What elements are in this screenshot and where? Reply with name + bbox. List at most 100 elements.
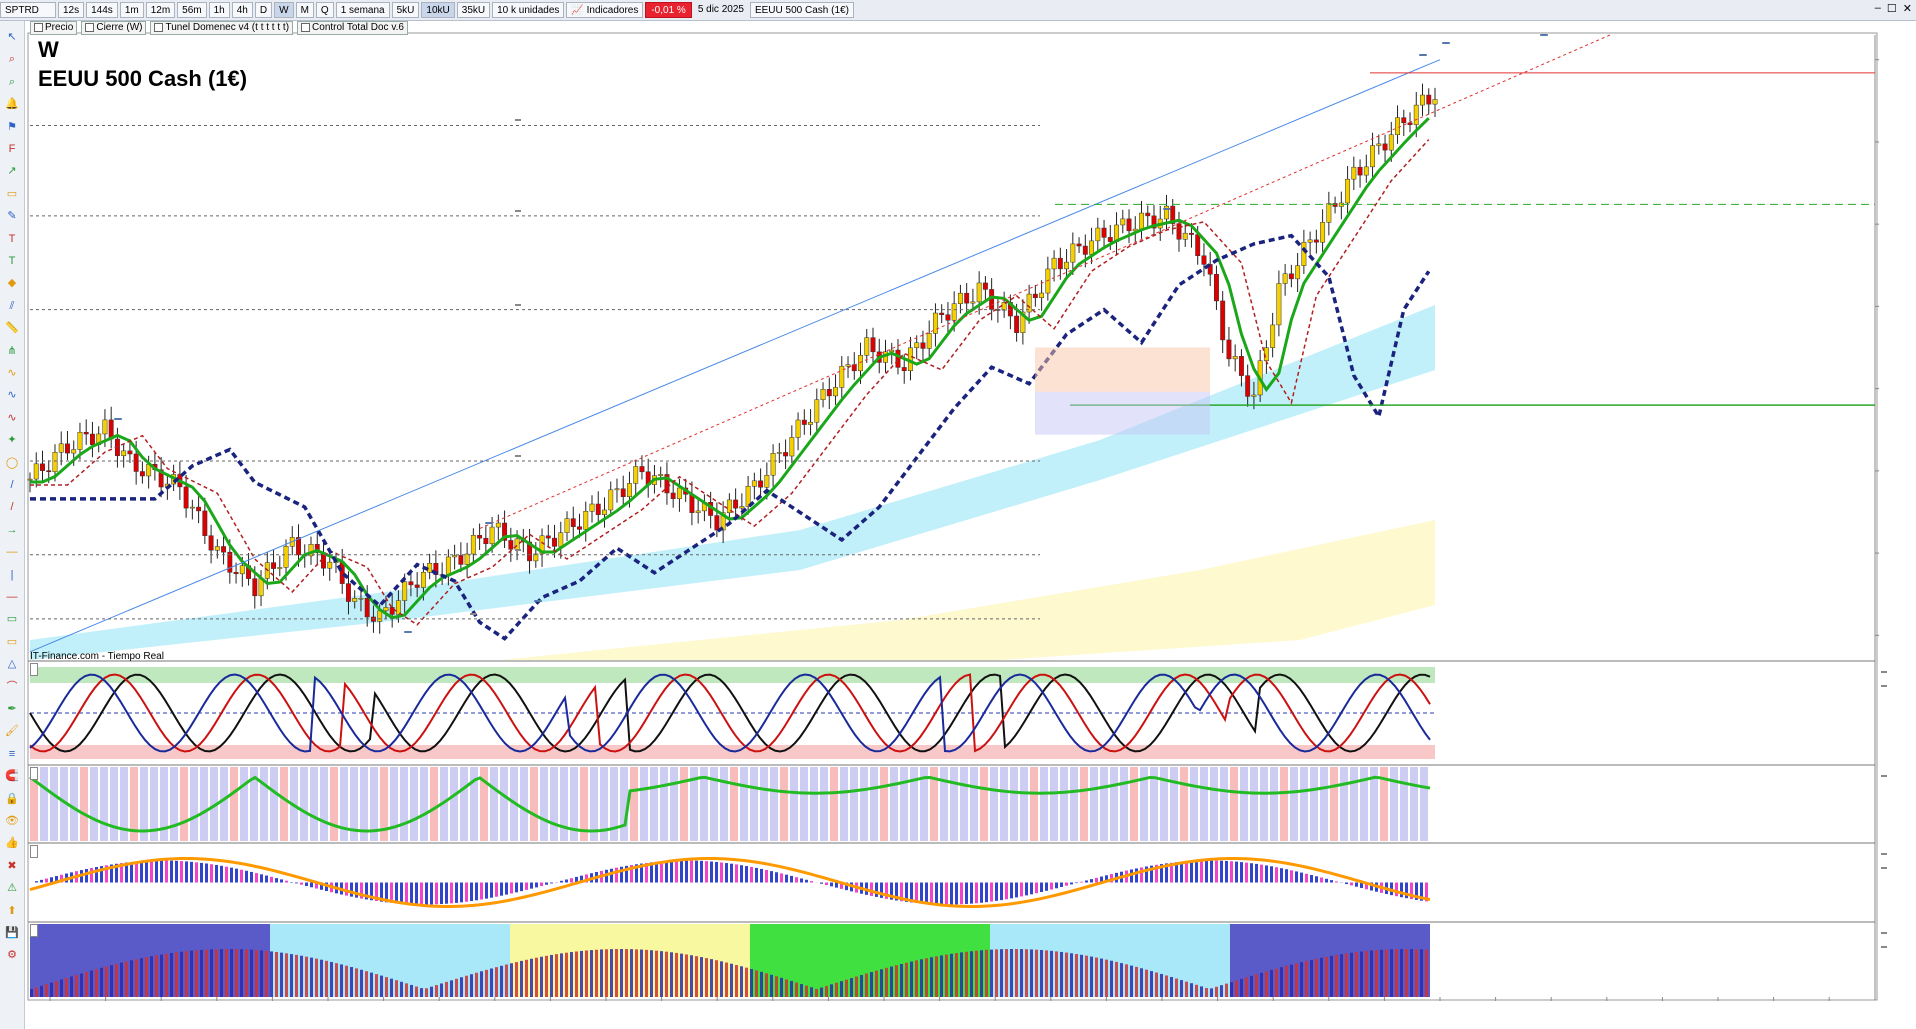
panel-title[interactable] [30,924,38,937]
close-toggle[interactable]: Cierre (W) [81,21,147,35]
ticker-input[interactable]: SPTRD [0,2,56,18]
indicators-button[interactable]: 📈 Indicadores [566,2,644,18]
timeframe-D[interactable]: D [254,2,273,18]
market-strength-hist [95,969,98,997]
text-icon[interactable]: T [8,232,16,245]
line-icon[interactable]: / [10,479,14,491]
volume-10kU[interactable]: 10kU [421,2,455,18]
ao-bar [1355,882,1358,887]
pitchfork-icon[interactable]: ⋔ [7,344,17,357]
ellipse-icon[interactable]: ◯ [5,456,19,469]
ao-bar [1170,862,1173,883]
panel-title[interactable] [30,663,38,676]
willy-bar [1370,767,1378,841]
hline-icon[interactable]: — [6,546,18,559]
rectangle-icon[interactable]: ▭ [6,187,18,200]
candle-body [658,474,664,476]
timeframe-1h[interactable]: 1h [208,2,230,18]
timeframe-56m[interactable]: 56m [177,2,207,18]
settings-icon[interactable]: ⚙ [7,949,17,962]
rect-icon[interactable]: ▭ [6,613,18,626]
timeframe-Q[interactable]: Q [315,2,334,18]
willy-bar [610,767,618,841]
close-icon[interactable]: ✕ [1902,3,1912,15]
ma-slow-line [30,233,1431,641]
price-toggle[interactable]: Precio [30,21,78,35]
magnet-icon[interactable]: 🧲 [5,770,19,783]
candle-body [102,419,108,435]
timeframe-12m[interactable]: 12m [145,2,176,18]
fibonacci-icon[interactable]: F [8,143,16,155]
market-strength-hist [1325,956,1328,997]
maximize-icon[interactable]: ☐ [1886,3,1897,15]
pencil-icon[interactable]: ✎ [7,210,17,223]
ruler-icon[interactable]: 📏 [5,322,19,335]
hline-icon[interactable]: — [6,591,18,603]
willy-bar [650,767,658,841]
minimize-icon[interactable]: – [1874,2,1881,14]
timeframe-1m[interactable]: 1m [119,2,144,18]
panel-title[interactable] [30,767,38,780]
willy-bar [630,767,638,841]
zoom-out-icon[interactable]: ⌕ [8,75,16,88]
label-icon[interactable]: ◆ [7,277,17,290]
ao-bar [1075,882,1078,884]
pen-icon[interactable]: ✒ [7,703,17,715]
volume-5kU[interactable]: 5kU [391,2,420,18]
period-select[interactable]: 1 semana [335,2,390,18]
bell-icon[interactable]: 🔔 [5,98,19,111]
panel-title[interactable] [30,845,38,858]
market-strength-hist [1370,950,1373,997]
ao-bar [665,861,668,883]
lock-icon[interactable]: 🔒 [5,792,19,805]
timeframe-W[interactable]: W [274,2,294,18]
trendline-icon[interactable]: ↗ [7,165,17,178]
candle-body [420,571,426,588]
timeframe-144s[interactable]: 144s [86,2,118,18]
brush-icon[interactable]: 🖌 [5,725,19,738]
market-strength-hist [1305,961,1308,997]
text-icon[interactable]: T [8,255,16,267]
channel-icon[interactable]: ⫽ [9,299,15,312]
zoom-icon[interactable]: ⌕ [8,53,16,66]
save-icon[interactable]: 💾 [5,927,19,939]
eye-icon[interactable]: 👁 [5,815,19,827]
alert-icon[interactable]: ⚑ [7,120,17,133]
timeframe-M[interactable]: M [295,2,314,18]
cursor-icon[interactable]: ↖ [7,31,17,43]
timeframe-12s[interactable]: 12s [58,2,85,18]
control-toggle[interactable]: Control Total Doc v.6 [297,21,408,35]
wave-icon[interactable]: ∿ [7,411,17,424]
line-icon[interactable]: / [10,501,14,514]
wave-icon[interactable]: ∿ [7,389,17,402]
ao-bar [570,878,573,883]
rect-icon[interactable]: ▭ [6,635,18,648]
warning-icon[interactable]: ⚠ [7,882,17,895]
units-select[interactable]: 10 k unidades [492,2,565,18]
market-strength-hist [195,950,198,997]
ao-bar [390,882,393,903]
willy-bar [240,767,248,841]
delete-icon[interactable]: ✖ [7,859,17,872]
panel-badge [1881,853,1887,855]
tunnel-toggle[interactable]: Tunel Domenec v4 (t t t t t t) [150,21,294,35]
vline-icon[interactable]: | [10,568,14,581]
willy-bar [280,767,288,841]
ao-bar [1070,882,1073,885]
market-strength-hist [520,960,523,997]
market-strength-hist [910,961,913,997]
ao-bar [130,861,133,883]
timeframe-4h[interactable]: 4h [231,2,253,18]
wave-icon[interactable]: ∿ [7,367,17,379]
arc-icon[interactable]: ⌒ [6,680,18,693]
triangle-icon[interactable]: △ [7,658,17,671]
up-icon[interactable]: ⬆ [7,904,17,917]
volume-35kU[interactable]: 35kU [456,2,491,18]
market-strength-hist [1235,980,1238,997]
like-icon[interactable]: 👍 [5,837,19,850]
arrow-icon[interactable]: → [6,523,18,536]
candle-body [483,537,489,545]
gann-icon[interactable]: ✦ [7,434,17,447]
layers-icon[interactable]: ≡ [8,747,16,760]
